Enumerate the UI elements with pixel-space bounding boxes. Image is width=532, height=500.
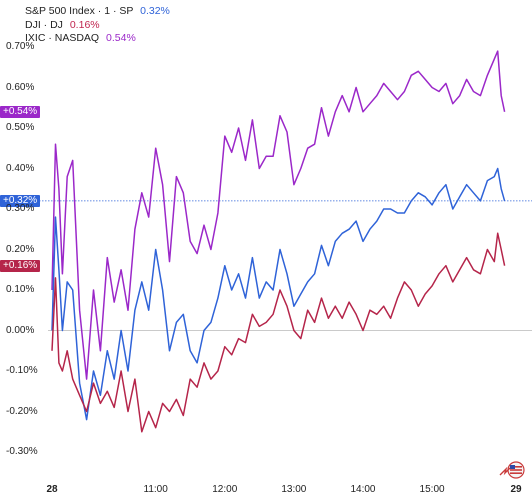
legend-value: 0.16%: [69, 18, 100, 31]
y-tick-label: 0.50%: [6, 122, 35, 133]
x-tick-label: 13:00: [281, 484, 307, 495]
price-badge-sp500: +0.32%: [0, 194, 41, 207]
legend-label: IXIC · NASDAQ: [25, 32, 100, 44]
x-tick-label: 12:00: [212, 484, 238, 495]
series-layer: [51, 50, 506, 433]
grid-layer: [0, 200, 532, 331]
series-line-0[interactable]: [51, 50, 506, 380]
y-tick-label: -0.20%: [6, 405, 38, 417]
x-tick-label: 29: [510, 484, 522, 495]
y-tick-label: 0.70%: [6, 41, 35, 52]
series-line-1[interactable]: [51, 167, 506, 421]
legend-item-ixic[interactable]: IXIC · NASDAQ 0.54%: [25, 32, 170, 46]
legend: S&P 500 Index · 1 · SP 0.32% DJI · DJ 0.…: [25, 5, 170, 46]
y-tick-label: 0.40%: [6, 162, 35, 174]
price-badge-dji: +0.16%: [0, 259, 41, 272]
us-flag-arrow-icon[interactable]: [497, 459, 527, 481]
legend-value: 0.32%: [140, 5, 170, 17]
legend-label: DJI · DJ: [25, 18, 63, 31]
y-tick-label: 0.20%: [6, 243, 35, 255]
y-tick-label: 0.00%: [6, 324, 35, 336]
x-tick-label: 15:00: [419, 484, 445, 495]
y-tick-label: 0.60%: [6, 81, 35, 93]
series-line-2[interactable]: [51, 232, 506, 433]
legend-value: 0.54%: [106, 32, 136, 44]
y-tick-label: 0.10%: [6, 284, 35, 295]
x-tick-label: 14:00: [350, 484, 376, 495]
y-tick-label: 0.30%: [6, 203, 35, 214]
legend-label: S&P 500 Index · 1 · SP: [25, 5, 134, 17]
y-tick-label: -0.30%: [6, 446, 38, 457]
x-tick-label: 28: [46, 484, 58, 495]
legend-item-dji[interactable]: DJI · DJ 0.16%: [25, 19, 170, 33]
y-tick-label: -0.10%: [6, 365, 38, 376]
legend-item-sp500[interactable]: S&P 500 Index · 1 · SP 0.32%: [25, 5, 170, 19]
x-tick-label: 11:00: [143, 484, 168, 495]
price-badge-ixic: +0.54%: [0, 105, 41, 118]
